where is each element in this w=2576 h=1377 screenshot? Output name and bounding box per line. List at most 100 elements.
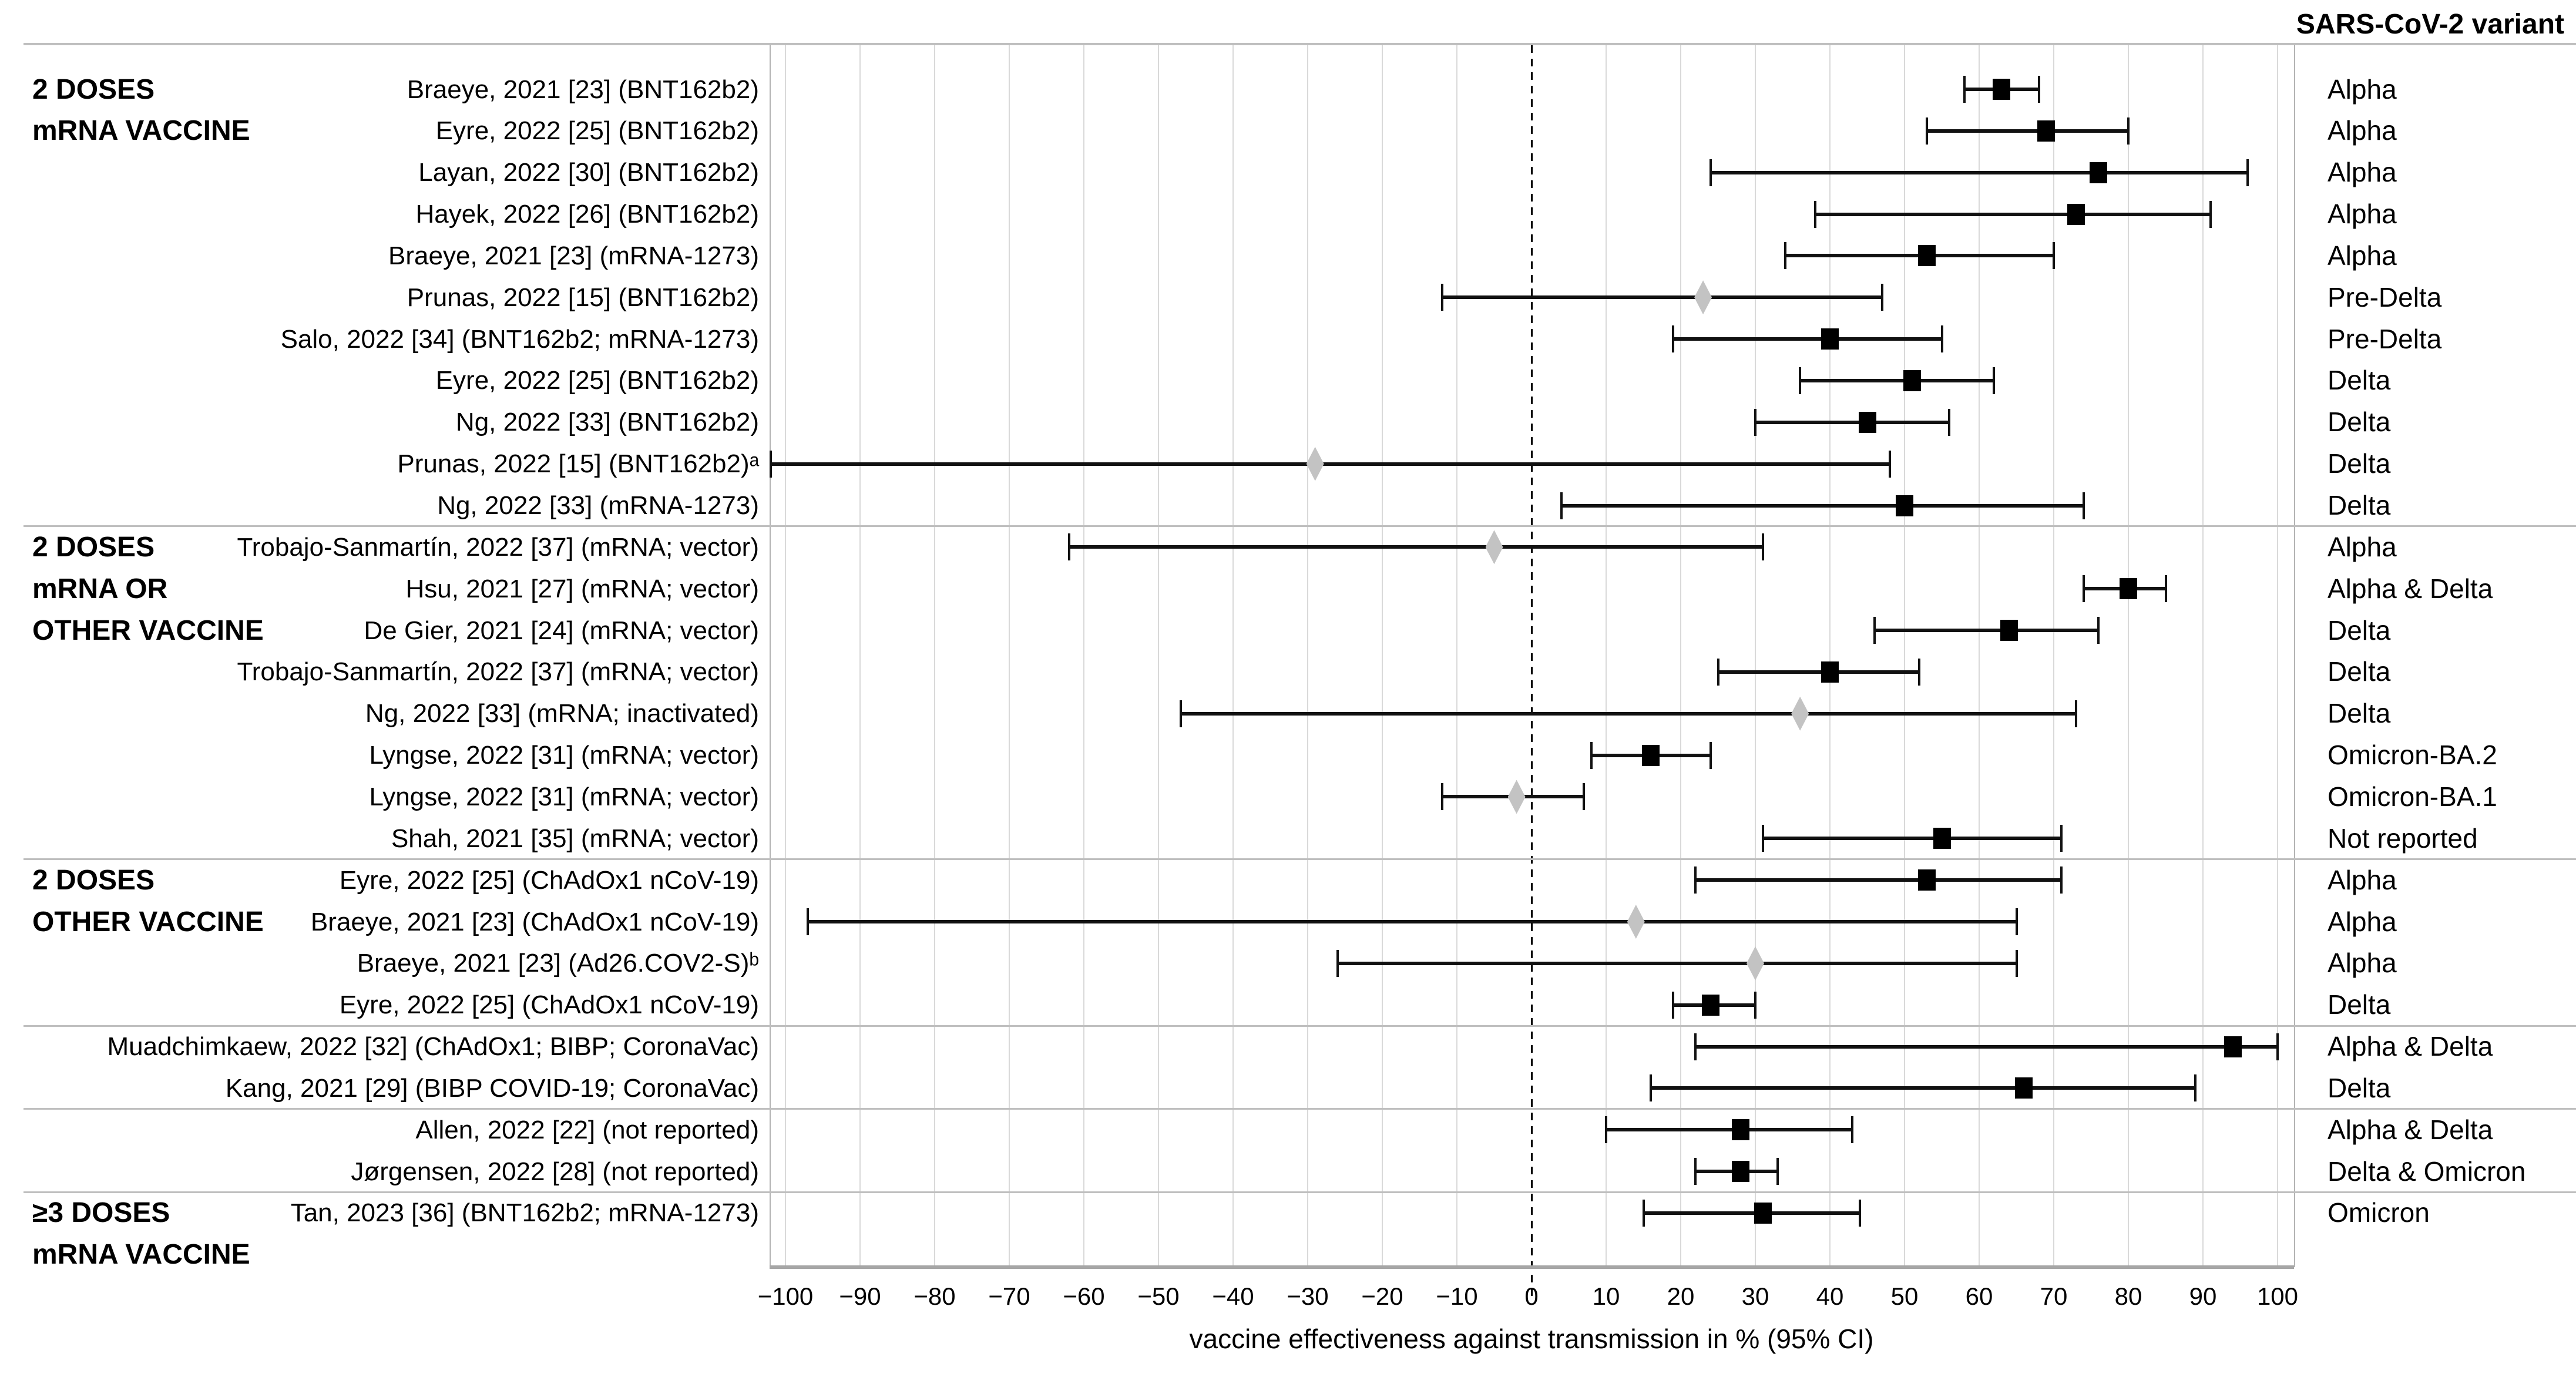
ci-cap-right <box>2060 866 2063 894</box>
variant-label: Delta <box>2328 407 2391 438</box>
ci-line <box>1643 1211 1860 1215</box>
ci-cap-right <box>2164 575 2167 603</box>
ci-line <box>1069 545 1763 549</box>
x-axis-title: vaccine effectiveness against transmissi… <box>1189 1324 1874 1354</box>
x-tick-label: 40 <box>1816 1282 1844 1310</box>
section-separator <box>23 1108 2576 1110</box>
ci-cap-left <box>1642 1199 1645 1227</box>
ci-line <box>1710 170 2248 174</box>
study-label: Tan, 2023 [36] (BNT162b2; mRNA-1273) <box>290 1198 759 1228</box>
estimate-marker-square <box>2015 1077 2033 1099</box>
x-gridline <box>1606 45 1607 1267</box>
study-label: Shah, 2021 [35] (mRNA; vector) <box>391 824 759 853</box>
x-tick-label: 20 <box>1667 1282 1695 1310</box>
ci-line <box>1181 711 2077 716</box>
section-header-line: mRNA VACCINE <box>32 1239 250 1271</box>
x-tick-label: −100 <box>757 1282 814 1310</box>
ci-cap-right <box>2194 1074 2197 1102</box>
ci-cap-left <box>1336 949 1339 977</box>
plot-border-right <box>2294 45 2295 1267</box>
ci-cap-left <box>1067 533 1070 561</box>
variant-label: Alpha <box>2328 906 2397 937</box>
ci-cap-left <box>1963 76 1966 103</box>
ci-cap-left <box>1694 1033 1697 1060</box>
ci-cap-left <box>1717 658 1719 686</box>
ci-cap-left <box>1440 783 1443 811</box>
zero-reference-line <box>1531 45 1533 1298</box>
x-gridline <box>2053 45 2054 1267</box>
ci-line <box>1337 961 2017 965</box>
section-separator <box>23 858 2576 861</box>
ci-cap-left <box>1709 159 1712 186</box>
study-label: Braeye, 2021 [23] (BNT162b2) <box>407 75 759 104</box>
ci-cap-right <box>2037 76 2040 103</box>
study-label: Hayek, 2022 [26] (BNT162b2) <box>415 200 759 229</box>
variant-label: Delta <box>2328 490 2391 520</box>
estimate-marker-square <box>1821 328 1839 350</box>
variant-label: Omicron-BA.1 <box>2328 781 2497 812</box>
ci-line <box>1561 503 2084 508</box>
section-header-line: OTHER VACCINE <box>32 614 264 646</box>
section-separator <box>23 525 2576 528</box>
ci-cap-left <box>1694 866 1697 894</box>
ci-cap-right <box>1754 991 1756 1019</box>
estimate-marker-square <box>2224 1036 2242 1057</box>
study-label: Allen, 2022 [22] (not reported) <box>415 1115 759 1144</box>
ci-cap-right <box>2127 117 2130 145</box>
ci-cap-left <box>1761 825 1764 852</box>
ci-cap-left <box>1560 492 1563 519</box>
x-tick-label: −80 <box>913 1282 956 1310</box>
variant-label: Not reported <box>2328 822 2478 854</box>
x-gridline <box>1979 45 1980 1267</box>
estimate-marker-square <box>1642 744 1660 766</box>
x-tick-label: 10 <box>1592 1282 1620 1310</box>
ci-cap-right <box>2276 1033 2279 1060</box>
study-label: Jørgensen, 2022 [28] (not reported) <box>351 1157 759 1186</box>
ci-line <box>1800 378 1994 382</box>
x-gridline <box>1232 45 1234 1267</box>
estimate-marker-square <box>1933 828 1951 849</box>
x-tick-label: 80 <box>2114 1282 2142 1310</box>
ci-cap-right <box>1761 533 1764 561</box>
variant-label: Alpha & Delta <box>2328 1031 2493 1062</box>
x-tick-label: −40 <box>1212 1282 1254 1310</box>
estimate-marker-square <box>2037 120 2056 142</box>
study-label: Prunas, 2022 [15] (BNT162b2)ᵃ <box>397 449 759 479</box>
ci-cap-right <box>2075 700 2078 727</box>
estimate-marker-diamond <box>1791 696 1809 731</box>
x-gridline <box>1009 45 1010 1267</box>
section-header-line: OTHER VACCINE <box>32 906 264 938</box>
ci-cap-right <box>1918 658 1921 686</box>
x-tick-label: −70 <box>988 1282 1030 1310</box>
estimate-marker-square <box>2090 162 2108 183</box>
study-label: Trobajo-Sanmartín, 2022 [37] (mRNA; vect… <box>237 532 760 562</box>
x-gridline <box>1307 45 1308 1267</box>
x-tick-label: 30 <box>1741 1282 1769 1310</box>
estimate-marker-diamond <box>1694 280 1712 315</box>
ci-line <box>1755 420 1950 424</box>
study-label: Kang, 2021 [29] (BIBP COVID-19; CoronaVa… <box>225 1073 759 1103</box>
section-header-line: mRNA OR <box>32 573 168 604</box>
ci-cap-right <box>1888 450 1891 478</box>
study-label: Ng, 2022 [33] (mRNA-1273) <box>437 491 759 520</box>
study-label: Prunas, 2022 [15] (BNT162b2) <box>407 283 759 312</box>
ci-line <box>808 920 2017 923</box>
x-tick-label: −60 <box>1063 1282 1105 1310</box>
variant-label: Pre-Delta <box>2328 281 2442 313</box>
ci-line <box>1673 337 1942 341</box>
x-gridline <box>934 45 935 1267</box>
study-label: Braeye, 2021 [23] (mRNA-1273) <box>388 241 759 270</box>
estimate-marker-square <box>1896 495 1913 516</box>
variant-label: Pre-Delta <box>2328 323 2442 354</box>
x-tick-label: 90 <box>2189 1282 2217 1310</box>
x-gridline <box>1755 45 1756 1267</box>
ci-cap-left <box>1650 1074 1653 1102</box>
study-label: Lyngse, 2022 [31] (mRNA; vector) <box>369 741 759 770</box>
x-tick-label: −90 <box>839 1282 881 1310</box>
variant-label: Omicron-BA.2 <box>2328 740 2497 771</box>
ci-line <box>1442 295 1882 300</box>
study-label: Hsu, 2021 [27] (mRNA; vector) <box>405 574 759 603</box>
x-tick-label: 60 <box>1965 1282 1993 1310</box>
ci-line <box>770 462 1890 466</box>
